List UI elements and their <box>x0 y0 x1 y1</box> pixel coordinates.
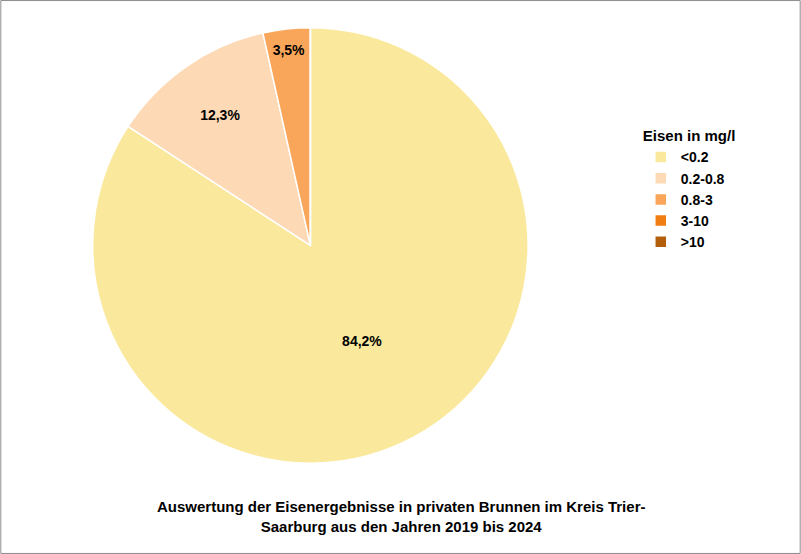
svg-text:3-10: 3-10 <box>681 213 709 229</box>
svg-text:3,5%: 3,5% <box>273 42 305 58</box>
svg-text:Eisen in mg/l: Eisen in mg/l <box>643 127 736 144</box>
svg-text:>10: >10 <box>681 234 705 250</box>
svg-text:84,2%: 84,2% <box>342 333 382 349</box>
svg-text:12,3%: 12,3% <box>200 107 240 123</box>
svg-text:Auswertung der Eisenergebnisse: Auswertung der Eisenergebnisse in privat… <box>157 498 645 535</box>
svg-text:<0.2: <0.2 <box>681 149 709 165</box>
svg-text:0.8-3: 0.8-3 <box>681 192 713 208</box>
svg-text:0.2-0.8: 0.2-0.8 <box>681 171 725 187</box>
